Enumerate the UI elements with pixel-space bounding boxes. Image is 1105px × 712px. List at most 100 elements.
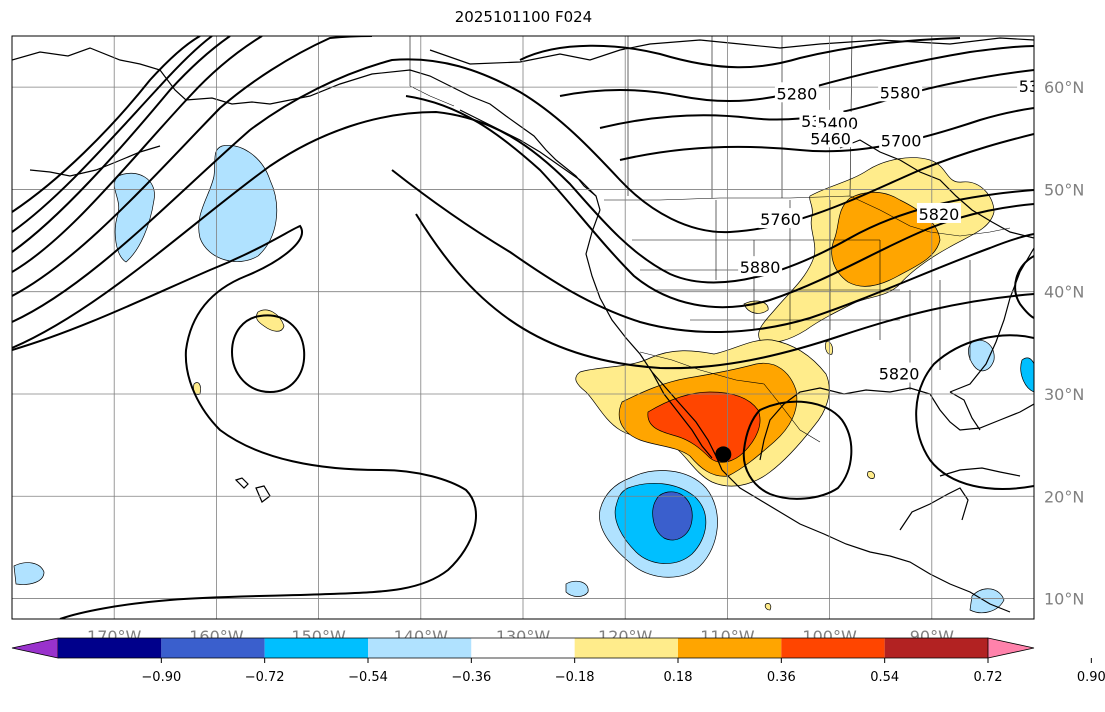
contour-line-g [12, 110, 1034, 349]
border-states-grid [632, 200, 971, 390]
contour-5880-east [742, 400, 853, 500]
colorbar-tick-label: 0.54 [870, 670, 899, 685]
coastline-florida [949, 391, 981, 431]
latitude-tick-label: 30°N [1044, 385, 1084, 404]
border-us-mexico [639, 351, 821, 443]
anomaly-blob-atlantic-edge [1020, 357, 1034, 393]
contour-line-h [405, 95, 1034, 309]
contour-ridge-5820 [12, 224, 477, 619]
contour-line-i [391, 169, 1034, 333]
colorbar-cell [884, 638, 988, 658]
colorbar-tick-label: 0.36 [767, 670, 796, 685]
colorbar-tick-label: 0.72 [974, 670, 1003, 685]
colorbar-cell [161, 638, 265, 658]
contour-line-b [12, 36, 213, 233]
colorbar-cell [678, 638, 782, 658]
border-provinces [627, 36, 853, 198]
colorbar-tick-label: −0.36 [451, 670, 491, 685]
anomaly-blob-south [565, 580, 589, 597]
coastline-mexico-west [721, 469, 1011, 613]
contour-label: 5340 [1019, 77, 1060, 96]
colorbar-tick-label: 0.90 [1077, 670, 1105, 685]
colorbar-cell [781, 638, 885, 658]
contour-line-d [12, 36, 263, 273]
coastline-cuba [939, 467, 1021, 477]
anomaly-blob-east-pacific-dark [652, 491, 693, 541]
height-contours [12, 36, 1034, 619]
coastline-canada-north [429, 37, 1034, 65]
contour-label-background [1038, 49, 1082, 69]
contour-label-background [758, 208, 803, 229]
coastline-us-west [585, 209, 723, 471]
contour-label-background [1017, 75, 1034, 96]
contour-label: 5820 [879, 365, 920, 384]
latitude-tick-label: 60°N [1044, 78, 1084, 97]
colorbar-cell [58, 638, 162, 658]
contour-label: 5880 [740, 258, 781, 277]
contour-line-j [415, 213, 1034, 370]
contour-label: 5460 [810, 129, 851, 148]
colorbar-cell [471, 638, 575, 658]
latitude-tick-label: 10°N [1044, 590, 1084, 609]
contour-label-background [879, 129, 924, 150]
anomaly-blob-nw-pacific [113, 172, 155, 263]
contour-label: 5760 [760, 210, 801, 229]
contour-label-background [878, 81, 923, 102]
latitude-tick-label: 40°N [1044, 283, 1084, 302]
coastline-alaska [12, 47, 601, 211]
map-area: 5400546053405640558057005280534054005460… [12, 36, 1088, 619]
map-frame [11, 35, 1035, 620]
contour-label-background [774, 82, 819, 103]
coastline-yucatan [899, 487, 969, 531]
colorbar-tick-label: −0.72 [245, 670, 285, 685]
border-us-canada [604, 195, 1011, 237]
colorbar-cell [574, 638, 678, 658]
contour-line-a [12, 36, 201, 213]
colorbar-min-arrow [11, 637, 59, 659]
contour-line-c [12, 36, 231, 253]
contour-line-f [12, 58, 1034, 323]
contour-label: 5400 [1039, 51, 1080, 70]
contour-label-background [808, 127, 853, 148]
contour-line-north-1 [519, 37, 961, 69]
latitude-tick-label: 50°N [1044, 180, 1084, 199]
contour-label-background [877, 362, 922, 383]
colorbar: −0.90 −0.72 −0.54 −0.36 −0.18 0.18 0.36 0.54 0.7… [11, 637, 1105, 685]
location-dot [715, 446, 732, 463]
border-alaska-canada [409, 36, 455, 107]
coastline-atlantic [949, 247, 1034, 393]
contour-line-north-4 [619, 107, 1034, 161]
anomaly-blob-sw-corner [13, 562, 45, 585]
anomaly-blob-small-5 [867, 471, 875, 479]
contour-5760-east [915, 334, 1034, 490]
contour-label: 5820 [919, 205, 960, 224]
contour-label: 5280 [777, 84, 818, 103]
latitude-labels: 60°N 50°N 40°N 30°N 20°N 10°N [1044, 78, 1084, 608]
anomaly-blob-small-6 [764, 603, 772, 611]
contour-line-e [12, 36, 373, 297]
coastline-gulf-of-alaska-islands [459, 109, 597, 197]
contour-label-background [916, 202, 961, 223]
colorbar-max-arrow [987, 637, 1035, 659]
colorbar-cell [264, 638, 368, 658]
colorbar-tick-label: −0.18 [555, 670, 595, 685]
contour-closed-5820 [230, 314, 306, 394]
colorbar-cell [368, 638, 472, 658]
coastline-baja [651, 371, 713, 459]
contour-label: 5580 [880, 83, 921, 102]
colorbar-tick-label: 0.18 [664, 670, 693, 685]
colorbar-tick-label: −0.90 [141, 670, 181, 685]
anomaly-blob-gulf-of-mexico [968, 339, 995, 372]
contour-5880-atlantic [1014, 255, 1034, 319]
colorbar-outline [58, 637, 988, 659]
plot-title: 2025101100 F024 [454, 8, 593, 26]
contour-label: 5700 [881, 131, 922, 150]
contour-label: 5640 [1047, 128, 1088, 147]
contour-label-background [738, 256, 783, 277]
colorbar-tick-label: −0.54 [348, 670, 388, 685]
latitude-tick-label: 20°N [1044, 487, 1084, 506]
coastline-gulf [759, 387, 1034, 461]
contour-label-background [815, 111, 860, 132]
contour-labels: 5400546053405640558057005280534054005460… [738, 49, 1088, 384]
